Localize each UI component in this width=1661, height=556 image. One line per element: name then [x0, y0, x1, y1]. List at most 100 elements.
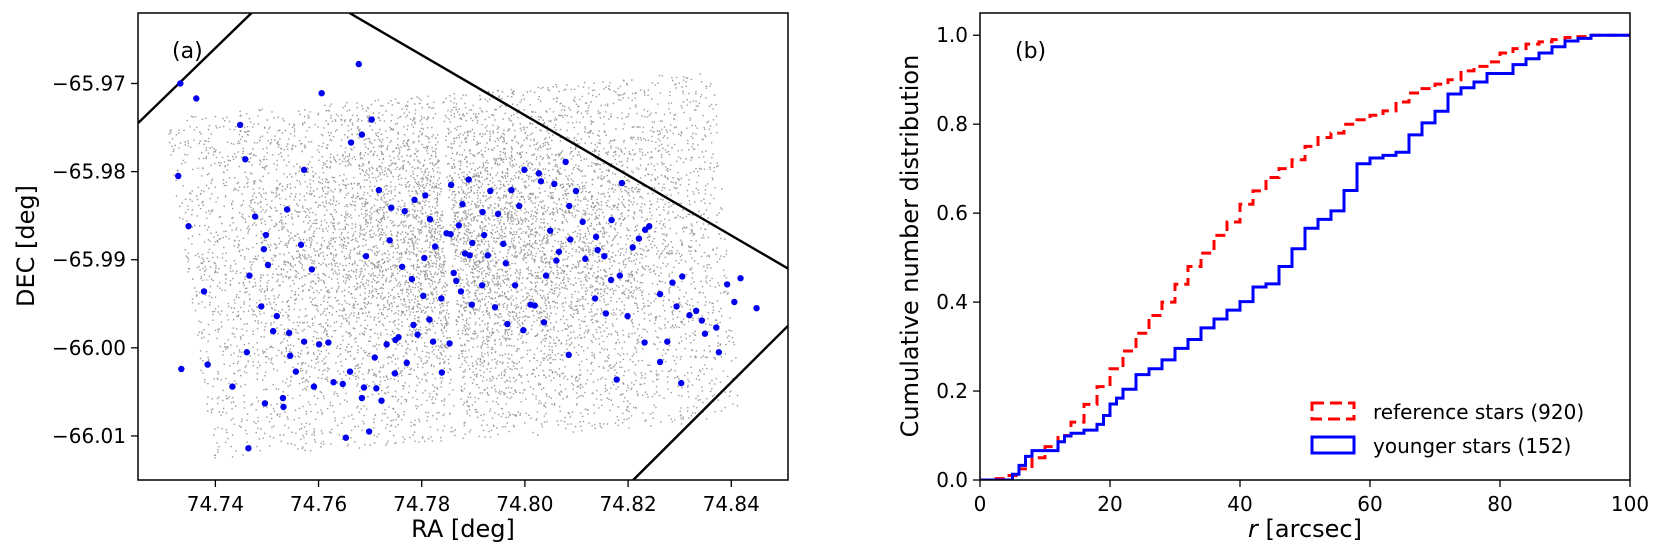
younger-star-point — [246, 272, 253, 279]
younger-star-point — [656, 290, 664, 298]
younger-star-point — [624, 312, 631, 320]
boundary-line-3 — [632, 324, 788, 480]
younger-star-point — [457, 288, 465, 295]
panel-b-ytick-label: 0.0 — [936, 468, 968, 492]
panel-a-ylabel: DEC [deg] — [12, 185, 40, 307]
younger-star-point — [723, 281, 731, 288]
panel-b-ylabel: Cumulative number distribution — [896, 55, 924, 438]
younger-star-point — [468, 301, 475, 308]
younger-star-point — [386, 237, 393, 244]
younger-star-point — [243, 349, 251, 356]
boundary-line-2 — [348, 13, 788, 270]
younger-star-point — [175, 172, 182, 180]
younger-star-point — [362, 252, 370, 260]
younger-star-point — [431, 243, 439, 250]
panel-b-xtick-label: 20 — [1097, 492, 1122, 516]
panel-b-ytick-label: 0.6 — [936, 201, 968, 225]
younger-star-point — [297, 241, 305, 248]
younger-star-point — [731, 298, 738, 306]
younger-star-point — [466, 252, 473, 259]
younger-star-point — [438, 369, 446, 376]
younger-star-point — [310, 383, 318, 390]
younger-star-point — [193, 95, 200, 102]
younger-star-point — [383, 341, 390, 348]
younger-star-point — [679, 273, 686, 280]
panel-b-cumulative: 0 20 40 60 80 100 0.0 0.2 0.4 0.6 0.8 1.0 (b) r [ar… — [896, 12, 1649, 543]
younger-star-point — [258, 303, 265, 310]
younger-star-point — [753, 304, 760, 312]
younger-star-point — [446, 340, 453, 347]
younger-star-point — [443, 230, 450, 237]
younger-star-point — [555, 248, 563, 255]
reference-stars-curve — [980, 33, 1630, 480]
younger-star-point — [455, 222, 463, 229]
younger-star-point — [484, 252, 491, 259]
panel-a-scatter: 74.74 74.76 74.78 74.80 74.82 74.84 −65.97 −65.… — [12, 12, 789, 543]
younger-star-point — [398, 263, 406, 270]
younger-star-point — [285, 329, 293, 337]
panel-a-xtick-label: 74.84 — [703, 492, 760, 516]
younger-star-point — [537, 178, 545, 185]
younger-star-point — [365, 428, 373, 435]
younger-star-point — [520, 327, 527, 334]
younger-star-point — [368, 116, 375, 123]
panel-b-ytick-label: 1.0 — [936, 23, 968, 47]
younger-star-point — [360, 384, 368, 391]
younger-star-point — [300, 166, 308, 174]
panel-a-ticks: 74.74 74.76 74.78 74.80 74.82 74.84 −65.97 −65.… — [52, 71, 760, 516]
younger-star-point — [592, 233, 600, 241]
legend-swatch-reference — [1310, 401, 1356, 421]
panel-a-ytick-label: −65.98 — [52, 160, 126, 184]
younger-star-point — [579, 218, 586, 226]
younger-star-point — [185, 223, 192, 230]
younger-star-point — [553, 257, 560, 264]
younger-star-point — [447, 181, 455, 189]
legend-label-younger: younger stars (152) — [1373, 434, 1571, 458]
cumulative-curves — [980, 33, 1630, 480]
younger-star-point — [375, 186, 383, 194]
younger-star-point — [429, 338, 437, 345]
younger-star-point — [358, 131, 366, 138]
younger-star-point — [713, 324, 720, 331]
younger-star-point — [566, 202, 573, 210]
younger-star-point — [635, 235, 643, 242]
legend: reference stars (920) younger stars (152… — [1310, 400, 1584, 458]
younger-star-point — [450, 269, 457, 277]
panel-a-xtick-label: 74.82 — [599, 492, 656, 516]
younger-star-point — [273, 312, 280, 320]
younger-star-point — [292, 368, 300, 375]
younger-star-point — [459, 201, 466, 208]
younger-star-point — [420, 292, 427, 300]
younger-star-point — [308, 266, 316, 273]
younger-star-point — [618, 179, 626, 187]
panel-b-xtick-label: 0 — [974, 492, 987, 516]
younger-star-point — [487, 187, 494, 195]
younger-star-point — [479, 208, 486, 216]
younger-star-point — [692, 307, 700, 315]
younger-star-point — [408, 275, 416, 283]
background-star-dots — [168, 73, 739, 459]
panel-b-xtick-label: 100 — [1611, 492, 1649, 516]
younger-star-point — [229, 383, 236, 390]
legend-label-reference: reference stars (920) — [1373, 400, 1584, 424]
younger-star-point — [656, 358, 664, 366]
younger-star-point — [491, 304, 499, 311]
younger-star-point — [565, 351, 572, 359]
younger-star-point — [286, 352, 294, 359]
younger-star-point — [422, 192, 429, 199]
panel-b-frame — [979, 12, 1631, 481]
younger-star-point — [572, 187, 580, 195]
younger-star-point — [279, 394, 287, 402]
younger-star-point — [242, 156, 249, 163]
younger-star-point — [264, 261, 272, 269]
younger-star-point — [339, 380, 347, 388]
boundary-line-1 — [138, 13, 253, 125]
younger-star-point — [602, 310, 610, 317]
younger-star-point — [500, 240, 507, 248]
panel-a-xtick-label: 74.78 — [393, 492, 450, 516]
panel-b-ytick-label: 0.8 — [936, 112, 968, 136]
panel-a-xtick-label: 74.80 — [496, 492, 553, 516]
younger-star-point — [582, 255, 589, 263]
younger-star-point — [737, 275, 744, 282]
